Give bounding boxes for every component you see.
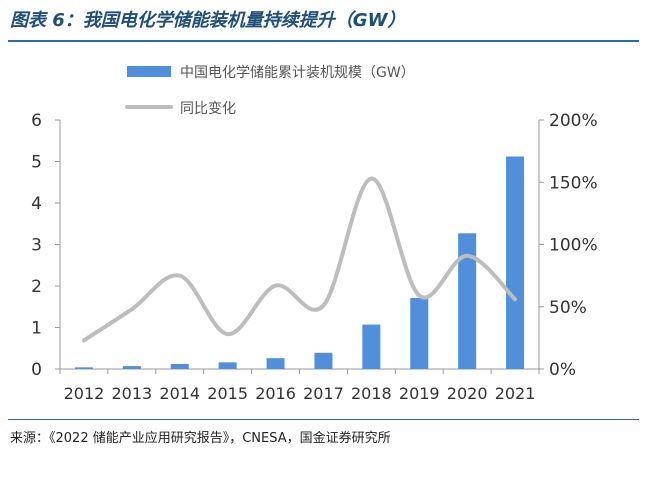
y-tick-label: 2 (31, 277, 42, 297)
bar (314, 352, 333, 369)
bar (362, 324, 381, 369)
source-divider (8, 419, 639, 420)
source-note: 来源：《2022 储能产业应用研究报告》，CNESA，国金证券研究所 (10, 431, 391, 446)
legend-bar-swatch (127, 66, 171, 77)
legend: 中国电化学储能累计装机规模（GW） 同比变化 (125, 65, 415, 117)
bar (74, 367, 93, 369)
x-tick-label: 2013 (111, 384, 152, 403)
bar (506, 156, 525, 369)
y-tick-label: 4 (31, 194, 42, 214)
y-tick-label: 1 (31, 319, 42, 339)
bar (122, 366, 141, 369)
x-tick-label: 2016 (255, 384, 296, 403)
y-tick-label: 0 (31, 360, 42, 380)
legend-bar-label: 中国电化学储能累计装机规模（GW） (180, 65, 415, 81)
y2-tick-label: 50% (549, 298, 587, 318)
x-tick-label: 2012 (64, 384, 105, 403)
ticks: 0 1 2 3 4 5 6 0% 50% 100% 150% 200% 2012 2013 2014 2015… (31, 111, 597, 403)
y2-tick-label: 200% (549, 111, 598, 131)
x-tick-label: 2017 (303, 384, 344, 403)
y2-tick-label: 100% (549, 236, 598, 256)
y2-tick-label: 150% (549, 173, 598, 193)
bar (218, 362, 237, 369)
y-tick-label: 3 (31, 236, 42, 256)
bar (170, 364, 189, 369)
chart-title: 图表 6：我国电化学储能装机量持续提升（GW） (10, 10, 406, 31)
x-tick-label: 2015 (207, 384, 248, 403)
x-tick-label: 2019 (399, 384, 440, 403)
x-tick-label: 2018 (351, 384, 392, 403)
bars (74, 156, 525, 369)
bar (266, 358, 285, 369)
x-tick-label: 2021 (495, 384, 536, 403)
x-tick-label: 2014 (159, 384, 200, 403)
x-tick-label: 2020 (447, 384, 488, 403)
legend-line-label: 同比变化 (180, 101, 236, 117)
y2-tick-label: 0% (549, 360, 576, 380)
y-tick-label: 5 (31, 153, 42, 173)
title-divider (8, 40, 639, 42)
bar (410, 298, 429, 369)
line-series (81, 176, 518, 343)
yoy-line (81, 176, 518, 343)
y-tick-label: 6 (31, 111, 42, 131)
bar (458, 233, 477, 369)
